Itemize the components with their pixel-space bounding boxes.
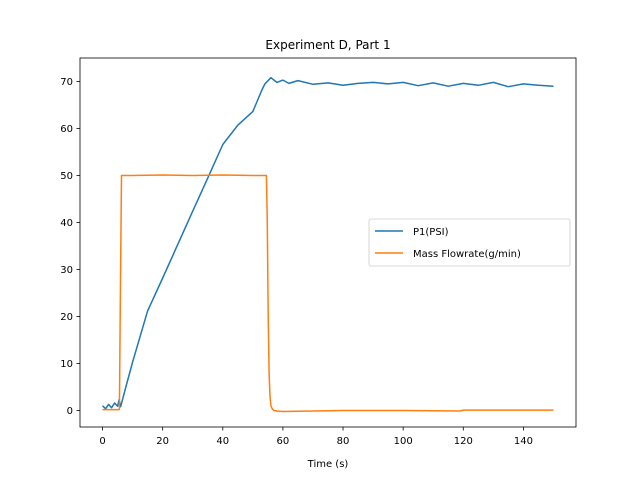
x-axis: 0 20 40 60 80 100 120 140 bbox=[99, 427, 533, 447]
y-tick-label: 50 bbox=[60, 171, 73, 182]
x-tick-label: 100 bbox=[394, 436, 413, 447]
y-tick-label: 40 bbox=[60, 218, 73, 229]
x-tick-label: 40 bbox=[216, 436, 229, 447]
series-line-p1 bbox=[101, 76, 554, 410]
x-tick-label: 20 bbox=[156, 436, 169, 447]
y-tick-label: 0 bbox=[67, 406, 73, 417]
legend-label-mass-flowrate: Mass Flowrate(g/min) bbox=[413, 249, 521, 260]
x-axis-label: Time (s) bbox=[307, 459, 349, 470]
y-axis: 0 10 20 30 40 50 60 70 bbox=[60, 77, 80, 417]
y-tick-label: 60 bbox=[60, 124, 73, 135]
legend-box bbox=[368, 218, 571, 267]
y-tick-label: 10 bbox=[60, 359, 73, 370]
legend: P1(PSI) Mass Flowrate(g/min) bbox=[368, 218, 571, 267]
plot-frame bbox=[79, 57, 577, 428]
y-tick-label: 30 bbox=[60, 265, 73, 276]
y-tick-label: 70 bbox=[60, 77, 73, 88]
series-layer bbox=[101, 76, 554, 413]
series-line-mass-flowrate bbox=[102, 174, 554, 413]
x-tick-label: 0 bbox=[99, 436, 105, 447]
x-tick-label: 60 bbox=[277, 436, 290, 447]
x-tick-label: 120 bbox=[454, 436, 473, 447]
x-tick-label: 140 bbox=[514, 436, 533, 447]
legend-label-p1: P1(PSI) bbox=[413, 227, 449, 238]
chart-title: Experiment D, Part 1 bbox=[265, 38, 390, 52]
x-tick-label: 80 bbox=[337, 436, 350, 447]
y-tick-label: 20 bbox=[60, 312, 73, 323]
